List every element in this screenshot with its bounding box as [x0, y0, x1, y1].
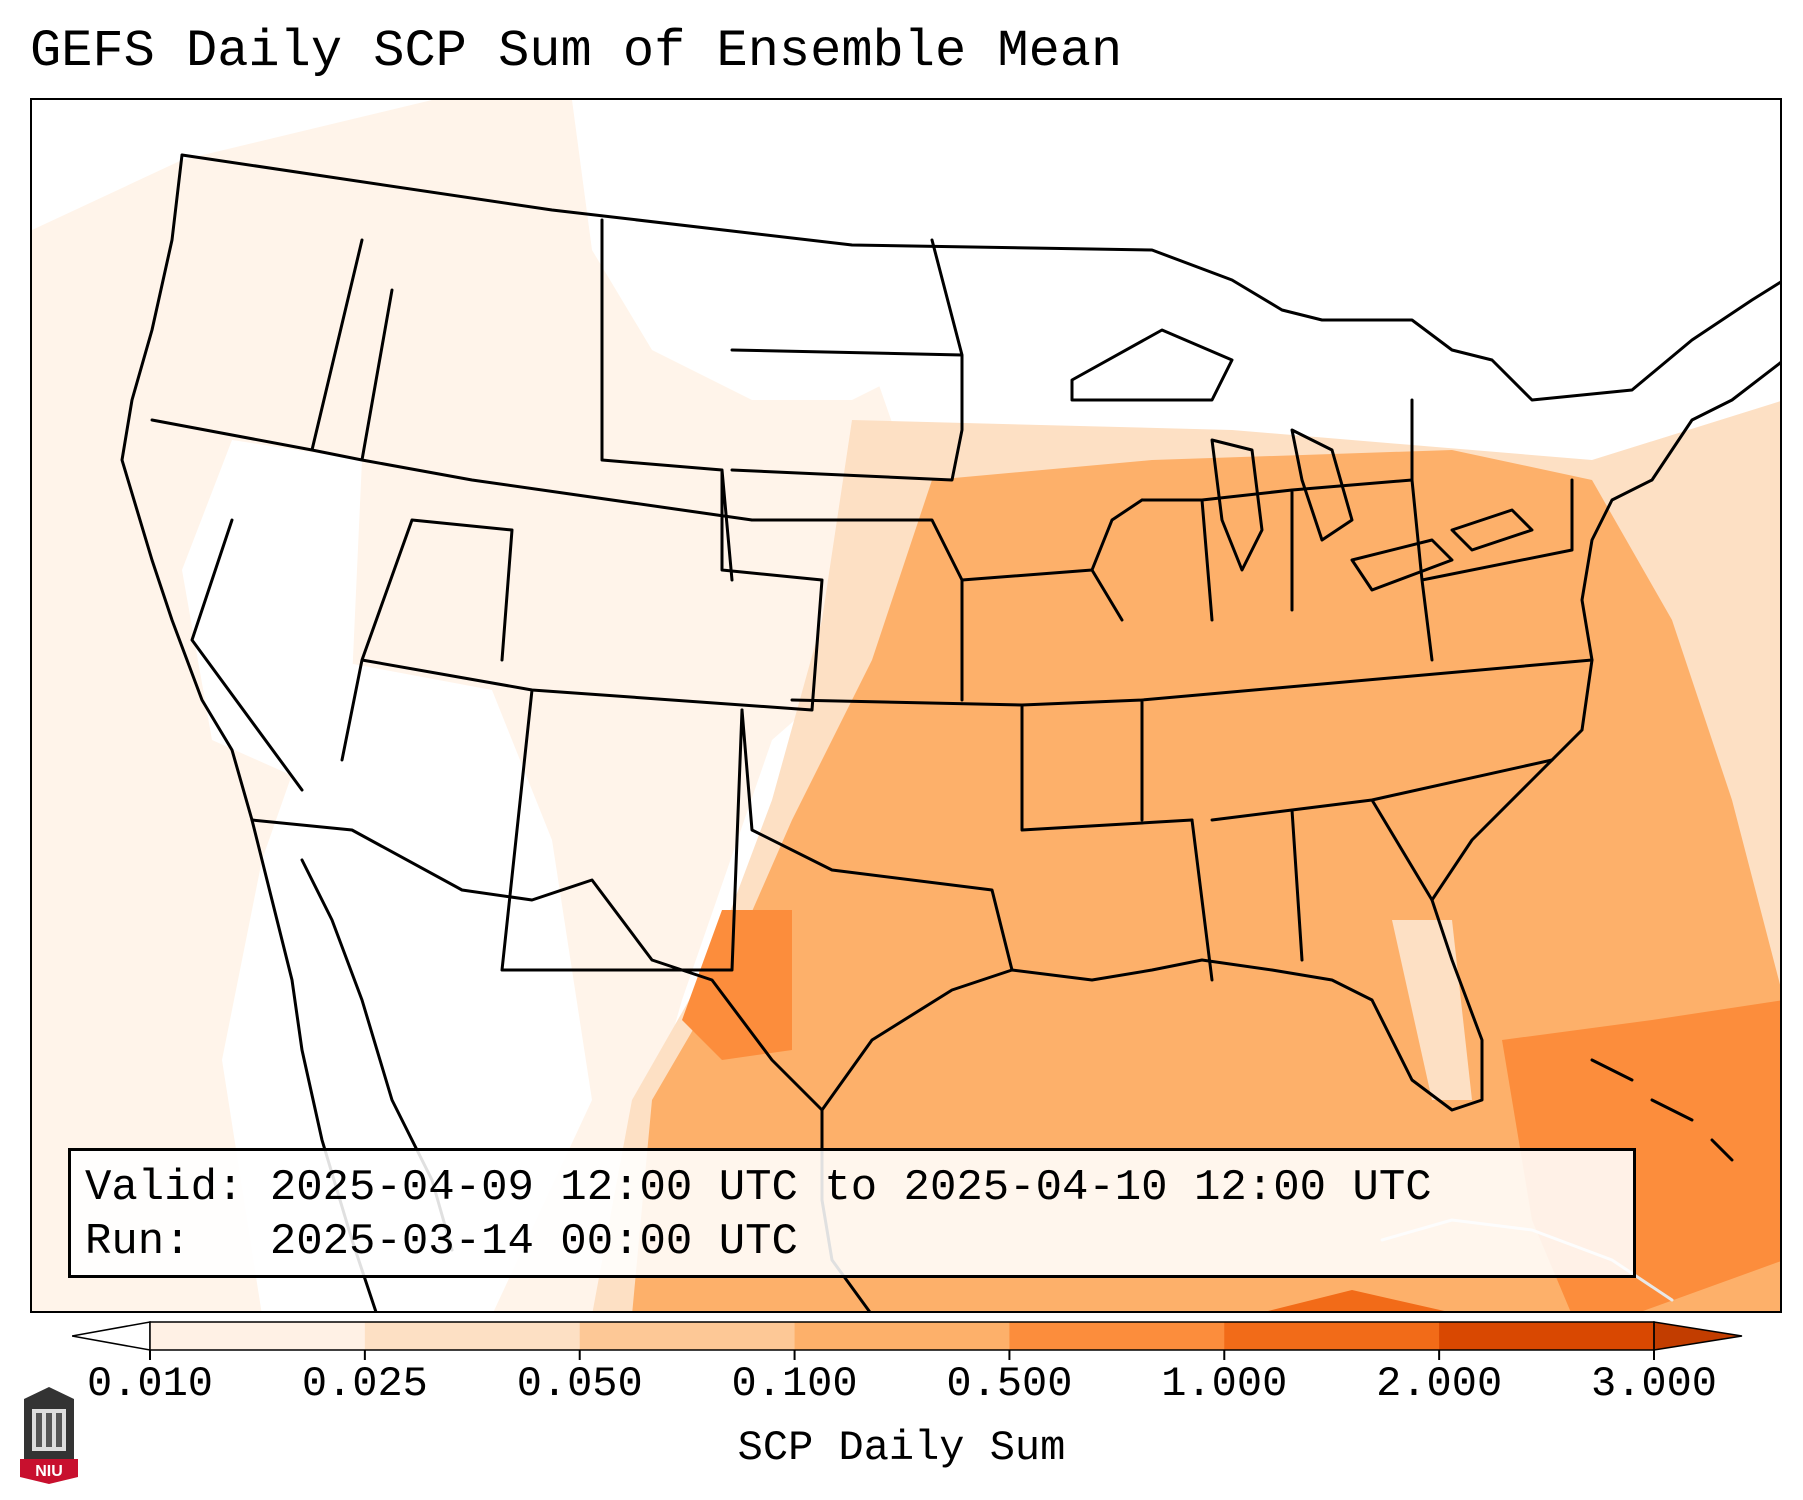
scp-area-nevada-clear — [182, 440, 362, 780]
colorbar-tick-label: 1.000 — [1161, 1360, 1288, 1408]
colorbar-label: SCP Daily Sum — [737, 1424, 1066, 1472]
colorbar — [72, 1321, 1743, 1360]
niu-logo-text: NIU — [35, 1463, 63, 1480]
colorbar-tick-label: 0.025 — [301, 1360, 428, 1408]
colorbar-segment — [1224, 1322, 1440, 1350]
scp-area-florida-light — [1392, 920, 1472, 1100]
colorbar-tick-label: 2.000 — [1376, 1360, 1503, 1408]
colorbar-tick-label: 0.050 — [516, 1360, 643, 1408]
colorbar-segment — [364, 1322, 581, 1350]
map-title: GEFS Daily SCP Sum of Ensemble Mean — [30, 22, 1123, 81]
state-lines-east — [960, 398, 1594, 982]
colorbar-tick-label: 3.000 — [1590, 1360, 1718, 1408]
niu-tower-logo-icon: NIU — [20, 1387, 78, 1484]
colorbar-segment — [1439, 1322, 1655, 1350]
valid-value: 2025-04-09 12:00 UTC to 2025-04-10 12:00… — [269, 1163, 1432, 1213]
colorbar-tick-label: 0.500 — [946, 1360, 1073, 1408]
scp-fill-field — [32, 100, 1780, 1311]
scp-area-north-clear — [572, 100, 952, 400]
forecast-map — [32, 100, 1780, 1311]
scp-area-canada-clear — [952, 100, 1780, 430]
run-label: Run: — [85, 1217, 191, 1267]
great-lakes — [1070, 328, 1534, 592]
colorbar-frame — [149, 1321, 1655, 1351]
colorbar-segment — [150, 1322, 366, 1350]
map-panel — [30, 98, 1782, 1313]
colorbar-segment — [579, 1322, 796, 1350]
run-value: 2025-03-14 00:00 UTC — [269, 1217, 798, 1267]
colorbar-tick-label: 0.100 — [731, 1360, 858, 1408]
scp-area-texas-high — [682, 910, 792, 1060]
scp-area-gulf-high — [1268, 1290, 1445, 1311]
colorbar-tick-label: 0.010 — [86, 1360, 214, 1408]
scp-area-core — [632, 450, 1780, 1311]
colorbar-segment — [1009, 1322, 1225, 1350]
state-lines-west — [150, 218, 824, 972]
valid-label: Valid: — [85, 1163, 244, 1213]
colorbar-under-extension — [72, 1321, 151, 1351]
colorbar-segment — [794, 1322, 1010, 1350]
colorbar-over-extension — [1653, 1321, 1743, 1351]
valid-time-box: Valid: 2025-04-09 12:00 UTC to 2025-04-1… — [68, 1148, 1636, 1278]
bahamas — [1590, 1058, 1734, 1162]
canada-us-border — [180, 153, 1780, 402]
west-coast — [120, 153, 378, 1311]
southern-border — [250, 361, 1780, 1112]
